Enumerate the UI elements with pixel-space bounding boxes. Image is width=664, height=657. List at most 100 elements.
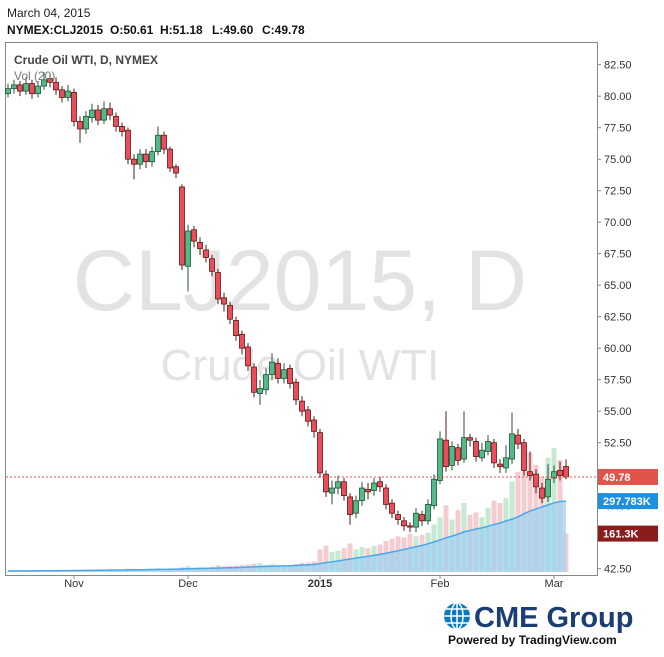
candle-body xyxy=(383,487,389,505)
volume-bar xyxy=(347,543,353,572)
candle-body xyxy=(233,320,239,336)
candle-body xyxy=(59,89,65,98)
candle-body xyxy=(563,466,569,478)
candle-body xyxy=(221,297,227,305)
candle-body xyxy=(29,83,35,95)
y-tick-label: 52.50 xyxy=(604,438,632,450)
candle-body xyxy=(251,366,257,393)
volume-bar xyxy=(323,545,329,572)
volume-bar xyxy=(317,549,323,572)
y-tick-label: 65.00 xyxy=(604,280,632,292)
ohlc-high: H:51.18 xyxy=(160,23,203,37)
volume-ma-label: 297.783K xyxy=(603,496,651,508)
candle-body xyxy=(437,438,443,481)
candle-body xyxy=(401,520,407,527)
last-price-label-box xyxy=(598,468,658,485)
candle-body xyxy=(407,525,413,528)
ohlc-open: O:50.61 xyxy=(110,23,154,37)
candle-body xyxy=(377,481,383,488)
x-tick-label: Mar xyxy=(545,578,564,590)
candle-body xyxy=(149,151,155,163)
candle-body xyxy=(461,437,467,460)
candle-body xyxy=(197,241,203,250)
legend-title: Crude Oil WTI, D, NYMEX xyxy=(14,53,158,67)
candle-body xyxy=(155,134,161,153)
candle-body xyxy=(455,447,461,461)
candle-body xyxy=(353,500,359,514)
candle-body xyxy=(521,442,527,471)
candle-body xyxy=(503,457,509,469)
candle-body xyxy=(533,473,539,488)
last-price-label: 49.78 xyxy=(603,472,631,484)
candle-body xyxy=(77,120,83,130)
candle-body xyxy=(137,153,143,165)
candle-body xyxy=(449,446,455,466)
candle-body xyxy=(41,79,47,87)
candle-body xyxy=(191,229,197,242)
candle-body xyxy=(95,109,101,121)
candle-body xyxy=(329,487,335,494)
candle-body xyxy=(557,470,563,476)
brand: CME Group xyxy=(474,602,634,634)
candle-body xyxy=(215,272,221,300)
candle-body xyxy=(299,400,305,412)
plot xyxy=(5,72,597,572)
candle-body xyxy=(203,249,209,258)
candle-body xyxy=(515,434,521,445)
candle-body xyxy=(179,186,185,266)
candle-body xyxy=(167,148,173,169)
candle-body xyxy=(17,84,23,92)
y-tick-label: 72.50 xyxy=(604,186,632,198)
candle-body xyxy=(143,153,149,163)
ohlc-close: C:49.78 xyxy=(262,23,305,37)
y-tick-label: 75.00 xyxy=(604,154,632,166)
candle-body xyxy=(23,83,29,92)
candle-body xyxy=(497,463,503,468)
volume-bar xyxy=(521,443,527,572)
y-tick-label: 57.50 xyxy=(604,375,632,387)
candle-body xyxy=(509,433,515,460)
x-tick-label: Feb xyxy=(431,578,450,590)
candle-body xyxy=(311,419,317,432)
ohlc-low: L:49.60 xyxy=(212,23,254,37)
candle-body xyxy=(287,367,293,384)
candle-body xyxy=(257,388,263,394)
candle-body xyxy=(89,109,95,119)
candle-body xyxy=(425,504,431,522)
candle-body xyxy=(53,81,59,91)
candle-body xyxy=(5,88,11,95)
date: March 04, 2015 xyxy=(7,6,91,20)
candle-body xyxy=(341,481,347,497)
y-tick-label: 80.00 xyxy=(604,91,632,103)
y-tick-label: 70.00 xyxy=(604,217,632,229)
candle-body xyxy=(293,381,299,401)
candle-body xyxy=(113,115,119,127)
candle-body xyxy=(413,512,419,528)
legend-volume: Vol (20) xyxy=(14,69,55,83)
y-tick-label: 62.50 xyxy=(604,312,632,324)
volume-ma-line xyxy=(7,500,567,572)
volume-label: 161.3K xyxy=(603,529,639,541)
y-tick-label: 77.50 xyxy=(604,123,632,135)
symbol: NYMEX:CLJ2015 xyxy=(7,23,103,37)
candle-body xyxy=(71,92,77,122)
candle-body xyxy=(173,166,179,174)
candle-body xyxy=(239,333,245,349)
candle-body xyxy=(281,369,287,379)
y-tick-label: 42.50 xyxy=(604,564,632,576)
candle-body xyxy=(209,258,215,272)
candle-body xyxy=(347,496,353,515)
candle-body xyxy=(65,90,71,98)
plot-frame xyxy=(5,42,598,576)
candle-body xyxy=(107,108,113,116)
candle-body xyxy=(161,134,167,150)
candle-body xyxy=(245,346,251,367)
candle-body xyxy=(491,442,497,464)
candle-body xyxy=(389,502,395,514)
candle-body xyxy=(485,441,491,452)
candle-body xyxy=(317,432,323,474)
y-tick-label: 60.00 xyxy=(604,343,632,355)
candle-body xyxy=(419,514,425,522)
watermark-sub: Crude Oil WTI xyxy=(161,341,440,390)
candle-body xyxy=(101,108,107,121)
